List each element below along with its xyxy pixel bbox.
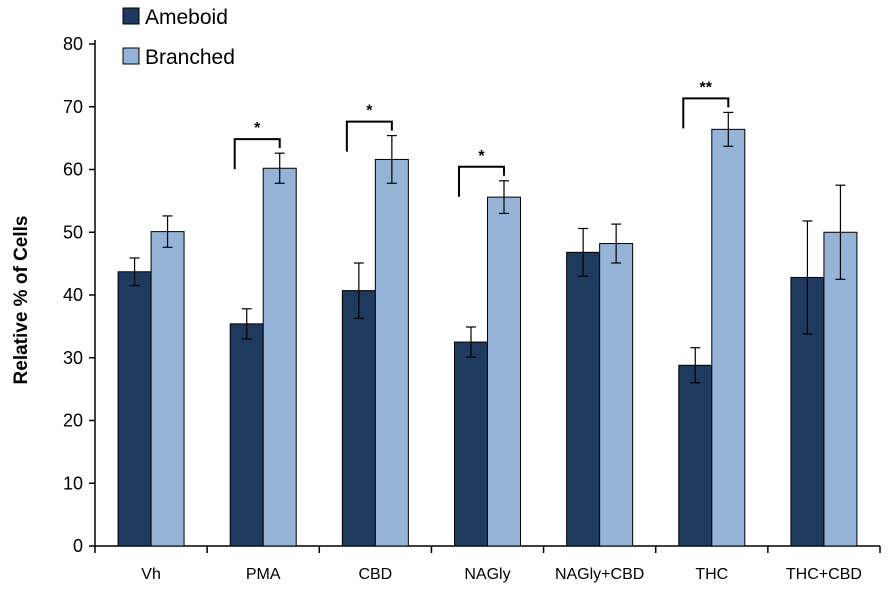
significance-bracket [682,97,730,129]
bar-ameboid-cbd [341,290,376,547]
y-tick-label: 10 [63,473,83,493]
bar-ameboid-nagly-cbd [566,251,601,547]
legend-swatch-branched [122,47,140,65]
bar-branched-cbd [374,158,409,547]
x-category-label: THC [695,566,728,583]
y-tick-label: 50 [63,222,83,242]
bar-branched-pma [262,167,297,547]
legend: Ameboid Branched [122,6,235,69]
significance-bracket [233,138,281,170]
significance-marker: * [254,120,261,137]
bar-branched-thc-cbd [823,231,858,547]
x-category-label: PMA [246,566,281,583]
y-tick-label: 20 [63,411,83,431]
y-tick-label: 40 [63,285,83,305]
bar-ameboid-pma [229,323,264,547]
bar-branched-nagly-cbd [599,243,634,547]
significance-bracket [345,120,393,152]
bar-branched-thc [711,128,746,547]
legend-label-branched: Branched [145,46,235,69]
bar-ameboid-thc [678,364,713,547]
y-tick-label: 80 [63,34,83,54]
bar-branched-vh [150,231,185,547]
y-axis-label: Relative % of Cells [11,216,32,385]
x-category-label: CBD [358,566,392,583]
plot-area: 0 10 20 30 40 50 60 70 80 Vh PMA CBD NAGly NAGly+CBD T… [63,34,881,583]
significance-marker: ** [700,79,713,96]
legend-label-ameboid: Ameboid [145,6,228,29]
y-tick-label: 70 [63,97,83,117]
significance-bracket [458,165,505,197]
y-tick-label: 0 [73,536,83,556]
bar-ameboid-vh [117,271,152,547]
significance-marker: * [478,148,485,165]
x-category-label: Vh [141,566,161,583]
y-tick-label: 60 [63,160,83,180]
x-category-label: THC+CBD [786,566,862,583]
x-category-label: NAGly [464,566,510,583]
x-category-label: NAGly+CBD [555,566,644,583]
bar-ameboid-nagly [454,341,488,547]
legend-swatch-ameboid [122,7,140,25]
y-tick-label: 30 [63,348,83,368]
significance-marker: * [366,103,373,120]
bar-branched-nagly [487,196,521,547]
